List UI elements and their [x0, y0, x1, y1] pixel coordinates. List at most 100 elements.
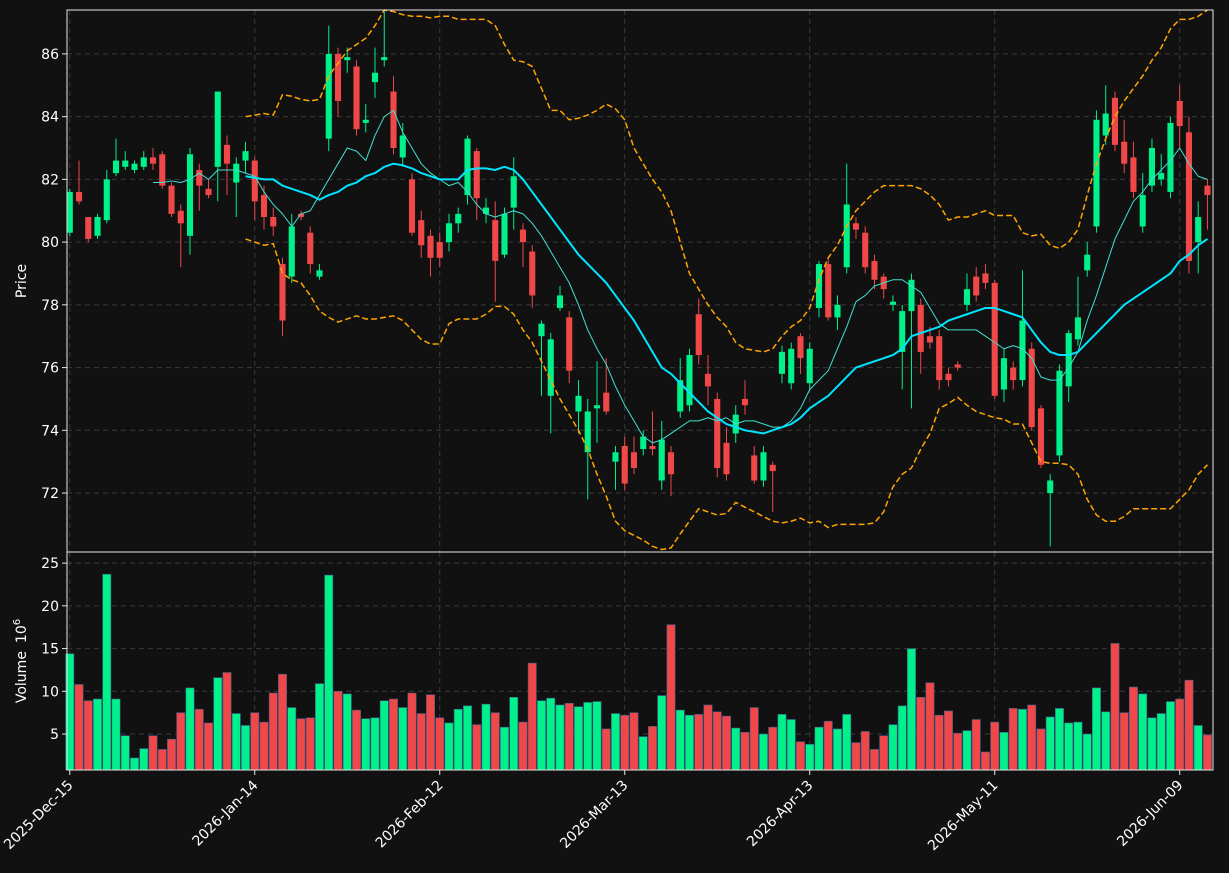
volume-bar: [1101, 711, 1111, 771]
candle-body: [390, 91, 397, 149]
volume-bar: [287, 707, 297, 771]
volume-scale-exponent: 6: [12, 619, 23, 625]
volume-bar: [120, 735, 130, 771]
candle-body: [649, 445, 656, 450]
candle-body: [233, 163, 240, 183]
volume-y-tick-label: 5: [50, 727, 59, 743]
candle-body: [270, 217, 277, 227]
candle-body: [806, 348, 813, 384]
candle-body: [196, 169, 203, 186]
volume-bar: [1073, 721, 1083, 771]
candle-body: [889, 301, 897, 305]
candle-body: [1167, 122, 1174, 192]
candle-body: [223, 144, 231, 164]
candle-body: [1010, 367, 1017, 381]
candle-body: [325, 53, 332, 139]
volume-bar: [620, 714, 630, 771]
candle-body: [1102, 113, 1109, 136]
volume-bar: [1045, 716, 1055, 771]
volume-bar: [1184, 679, 1194, 771]
volume-bar: [259, 721, 269, 771]
candle-body: [926, 336, 934, 343]
volume-y-tick-label: 15: [41, 642, 59, 658]
volume-bar: [1018, 708, 1027, 771]
y-tick-label: 82: [41, 172, 59, 188]
candle-body: [843, 204, 850, 268]
candle-body: [677, 380, 684, 412]
volume-bar: [222, 672, 232, 771]
volume-bar: [888, 724, 898, 771]
candle-body: [1185, 132, 1193, 261]
volume-bar: [722, 715, 731, 771]
volume-bar: [250, 712, 260, 771]
volume-bar: [907, 648, 916, 771]
candle-body: [566, 317, 573, 371]
candle-body: [704, 373, 712, 387]
candle-body: [279, 264, 286, 321]
candle-body: [973, 276, 980, 296]
candle-body: [862, 232, 869, 268]
volume-bar: [315, 683, 324, 771]
volume-bar: [555, 704, 565, 771]
volume-bar: [805, 743, 815, 771]
candle-body: [741, 398, 749, 406]
candle-body: [1047, 480, 1054, 494]
candle-body: [695, 314, 702, 356]
volume-bar: [176, 712, 186, 771]
candle-body: [769, 464, 776, 472]
candle-body: [575, 395, 582, 412]
volume-bar: [934, 714, 944, 771]
volume-bar: [1147, 717, 1157, 771]
candle-body: [778, 351, 786, 374]
volume-bar: [1128, 686, 1138, 771]
volume-label-text: Volume: [14, 651, 30, 703]
candle-body: [936, 336, 943, 381]
candle-body: [85, 217, 92, 239]
volume-y-tick-label: 25: [41, 556, 59, 572]
candle-body: [1148, 148, 1156, 186]
volume-bar: [185, 687, 195, 771]
candle-body: [519, 229, 527, 243]
volume-bar: [1008, 708, 1018, 771]
candle-body: [353, 66, 360, 130]
candle-body: [621, 445, 628, 484]
candle-body: [1019, 320, 1026, 381]
candle-body: [871, 260, 878, 280]
volume-bar: [231, 713, 241, 771]
indicator-line: [245, 9, 1208, 353]
candle-body: [556, 295, 564, 308]
candle-body: [168, 185, 175, 214]
candle-body: [362, 119, 369, 123]
y-tick-label: 72: [41, 486, 59, 502]
y-tick-label: 76: [41, 361, 59, 377]
volume-bar: [157, 749, 167, 771]
candle-body: [399, 135, 406, 158]
volume-bar: [796, 741, 805, 771]
volume-bar: [518, 721, 528, 771]
candle-body: [131, 163, 138, 170]
volume-bar: [694, 714, 704, 771]
y-tick-label: 78: [41, 298, 59, 314]
y-tick-label: 74: [41, 423, 59, 439]
candle-body: [103, 179, 110, 221]
volume-bar: [444, 722, 454, 771]
volume-bar: [481, 703, 491, 771]
volume-bar: [472, 724, 482, 771]
volume-bar: [102, 573, 112, 771]
volume-bar: [860, 731, 870, 771]
volume-bar: [305, 717, 315, 771]
candle-body: [529, 251, 536, 296]
marks: [65, 9, 1212, 771]
candle-body: [1158, 173, 1165, 180]
volume-bar: [324, 574, 334, 771]
candle-body: [1084, 254, 1091, 271]
candle-body: [242, 151, 249, 161]
indicator-line: [153, 109, 1208, 444]
volume-bar: [139, 748, 149, 771]
volume-axis-label: Volume 106: [12, 619, 30, 703]
volume-bar: [999, 732, 1009, 771]
volume-bar: [148, 735, 158, 771]
volume-bar: [342, 693, 352, 771]
volume-bar: [990, 721, 1000, 771]
